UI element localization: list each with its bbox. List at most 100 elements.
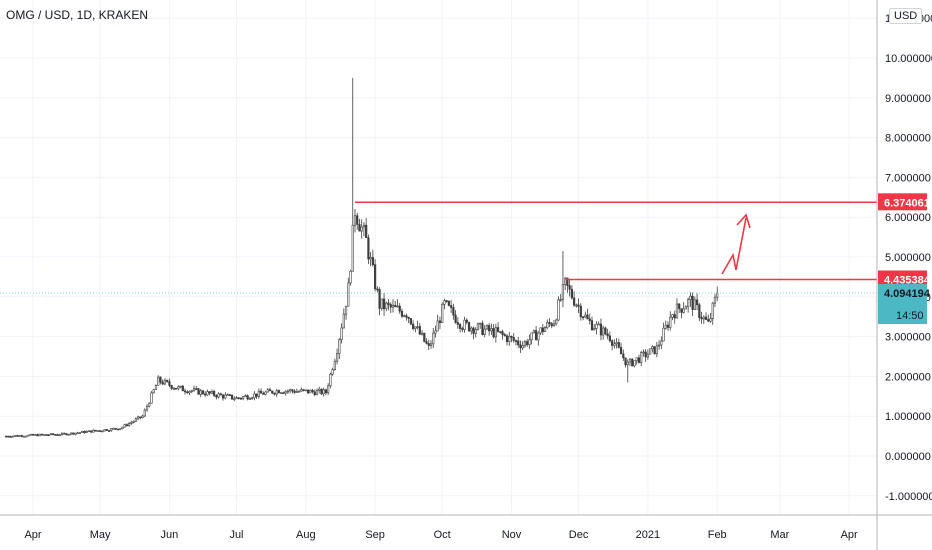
candle-down [5,435,8,438]
candle-down [374,264,377,290]
candle-down [653,346,656,355]
candle-up [669,316,672,328]
candle-up [128,423,131,427]
candle-up [78,432,82,434]
candle-up [295,391,298,393]
price-tag-high: 6.374061 [884,197,930,209]
candle-down [219,393,222,396]
candle-down [7,435,10,438]
candle-up [546,322,549,328]
candle-up [143,409,146,417]
candle-down [512,337,515,341]
candle-up [81,430,84,433]
candle-up [537,332,540,341]
candle-down [116,428,120,431]
candle-up [584,314,587,318]
candle-up [286,390,290,393]
candle-up [626,361,629,366]
candle-up [508,335,511,342]
candle-up [43,434,46,436]
candle-up [555,319,558,325]
candle-up [34,434,37,436]
candle-down [371,257,374,265]
candle-down [201,390,205,395]
candle-down [183,390,187,393]
candle-down [282,392,285,394]
candle-up [682,308,685,313]
candle-down [324,389,328,394]
candle-down [20,435,23,437]
grid-lines [0,0,877,515]
candle-up [362,224,366,228]
candle-up [602,327,605,336]
x-tick-label: Apr [24,529,41,541]
candle-up [297,390,301,393]
x-axis-labels: Apr May Jun Jul Aug Sep Oct Nov Dec 2021 Feb Mar Apr [24,529,858,541]
candle-up [479,322,482,325]
candle-up [14,435,17,437]
candle-up [539,327,542,334]
candle-down [496,327,500,332]
candle-up [96,430,99,432]
candle-down [159,376,162,383]
candle-up [532,330,535,334]
candle-up [190,390,193,392]
candle-down [376,288,379,291]
candle-up [396,305,399,308]
candle-down [445,300,448,302]
candle-up [635,357,638,361]
candle-down [237,397,240,399]
candle-up [300,389,303,392]
chart-title: OMG / USD, 1D, KRAKEN [6,8,149,22]
candle-up [391,304,395,308]
candle-down [707,319,710,322]
y-tick-label: 7.000000 [885,172,931,184]
candle-up [335,353,339,362]
candle-up [210,391,213,394]
candle-up [561,284,565,300]
candle-up [172,387,175,390]
x-tick-label: Sep [365,529,385,541]
projection-arrow [721,213,751,275]
candle-down [45,434,48,436]
candle-down [637,357,641,363]
candle-down [622,353,625,359]
candle-down [306,389,310,394]
candle-up [416,326,419,328]
candle-down [606,333,609,337]
candle-up [280,392,283,394]
candle-up [349,270,352,284]
y-tick-label: 8.000000 [885,133,931,145]
candle-countdown: 14:50 [896,310,924,322]
candle-up [67,433,70,436]
candle-up [130,422,133,424]
candle-down [161,381,164,385]
candle-down [221,394,225,399]
candle-up [702,316,705,320]
candle-up [145,405,149,411]
y-tick-label: 6.000000 [885,212,931,224]
candle-up [251,397,254,400]
candle-up [154,385,158,390]
candle-up [110,428,113,431]
candle-up [543,327,547,333]
currency-selector[interactable]: USD [889,8,923,24]
candle-up [494,327,497,338]
candle-up [613,343,616,346]
candle-up [420,332,424,335]
candle-down [186,391,189,394]
candle-down [510,335,513,338]
candle-down [356,215,359,225]
candle-up [188,390,191,394]
candle-up [711,302,714,319]
candle-up [69,432,73,435]
candle-down [481,322,484,335]
candle-down [114,427,117,430]
candle-up [351,224,354,272]
candle-down [170,385,173,389]
y-tick-label: 5.000000 [885,252,931,264]
candle-down [425,341,428,344]
candle-up [179,385,182,388]
y-tick-label: -1.000000 [885,491,932,503]
